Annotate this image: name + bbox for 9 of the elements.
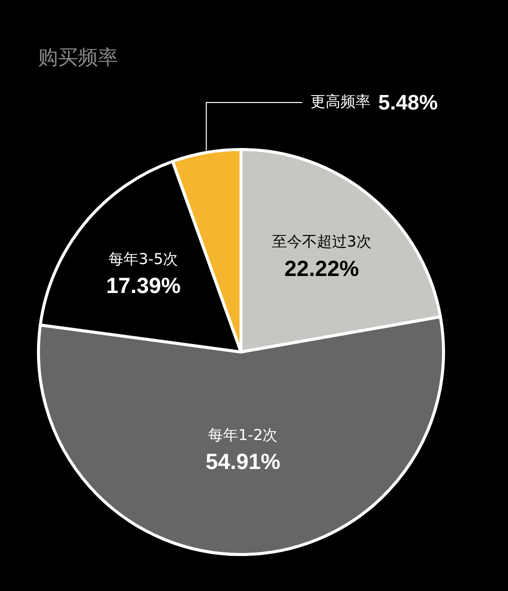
slice-label: 更高频率 xyxy=(310,92,370,110)
slice-label: 每年1-2次 xyxy=(208,426,278,444)
data-label: 5.48% xyxy=(378,91,438,114)
chart-title: 购买频率 xyxy=(38,44,118,71)
data-label: 54.91% xyxy=(206,449,280,474)
slice-label: 每年3-5次 xyxy=(108,250,178,268)
data-label: 17.39% xyxy=(106,273,181,298)
slice-label: 至今不超过3次 xyxy=(272,232,372,251)
data-label: 22.22% xyxy=(284,256,360,281)
